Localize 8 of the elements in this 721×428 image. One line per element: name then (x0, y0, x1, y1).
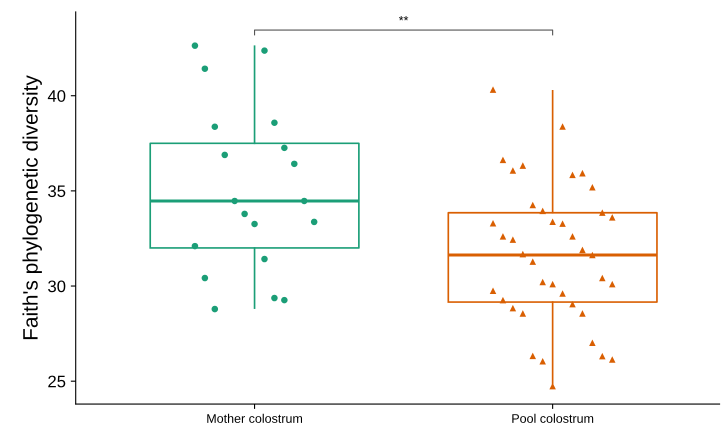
y-axis-title: Faith's phylogenetic diversity (22, 75, 42, 340)
y-tick-label: 40 (48, 90, 66, 102)
y-tick-label: 25 (48, 376, 66, 388)
x-tick-label: Pool colostrum (512, 414, 594, 423)
y-tick-label: 35 (48, 185, 66, 198)
annotation: ** (398, 16, 408, 20)
y-tick-label: 30 (48, 280, 66, 292)
x-tick-label: Mother colostrum (207, 414, 302, 423)
